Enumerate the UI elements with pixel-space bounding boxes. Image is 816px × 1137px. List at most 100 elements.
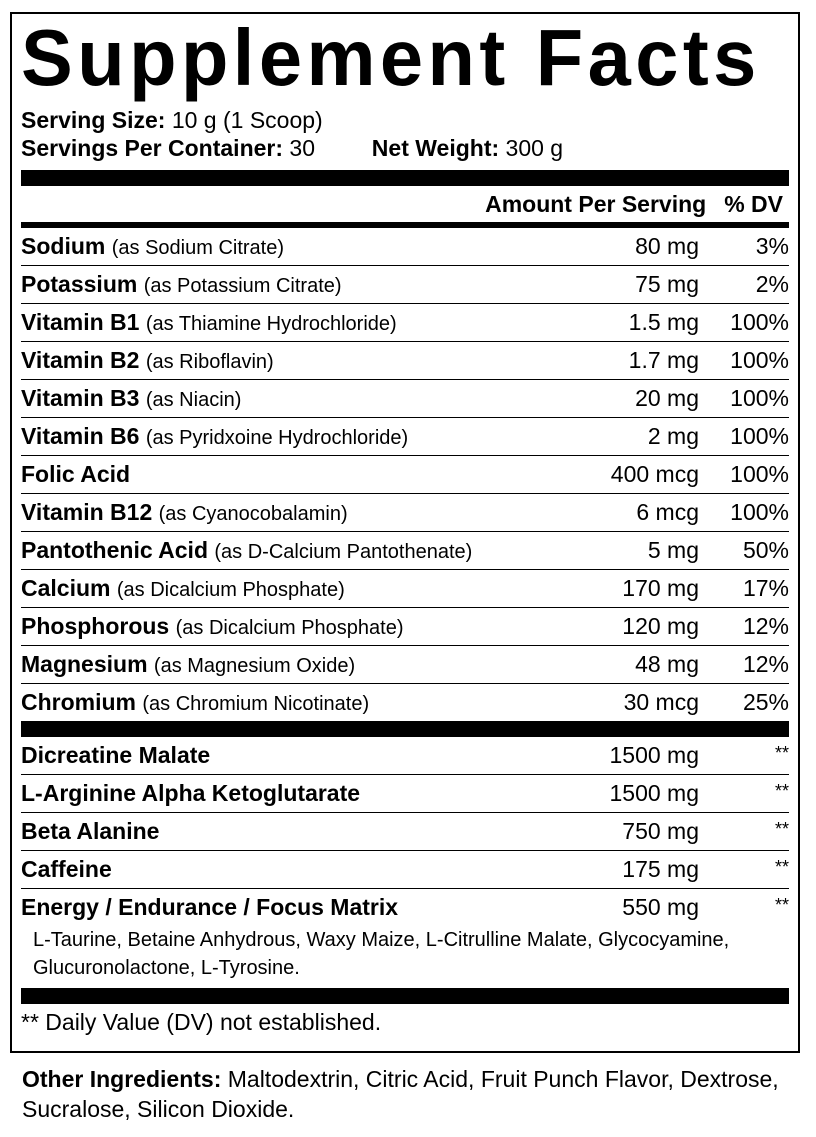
serving-size-value: 10 g (1 Scoop) — [171, 107, 323, 133]
nutrient-row: Vitamin B2 (as Riboflavin) 1.7 mg 100% — [21, 342, 789, 380]
nutrient-amount: 1.5 mg — [628, 309, 699, 335]
divider-thick — [21, 170, 789, 186]
net-weight-label: Net Weight: — [371, 135, 500, 161]
nutrient-amount: 1.7 mg — [628, 347, 699, 373]
other-ingredients-label: Other Ingredients: — [22, 1066, 222, 1092]
active-list: Dicreatine Malate 1500 mg ** L-Arginine Alp… — [21, 737, 789, 926]
active-dv: ** — [774, 895, 789, 915]
active-dv: ** — [774, 781, 789, 801]
nutrient-row: Vitamin B6 (as Pyridxoine Hydrochloride)… — [21, 418, 789, 456]
nutrient-name: Phosphorous (as Dicalcium Phosphate) — [21, 613, 499, 640]
active-label: L-Arginine Alpha Ketoglutarate — [21, 780, 361, 806]
active-amount: 175 mg — [622, 856, 699, 882]
nutrient-dv: 100% — [730, 461, 789, 487]
servings-per-container-label: Servings Per Container: — [21, 135, 284, 161]
nutrient-row: Calcium (as Dicalcium Phosphate) 170 mg 17… — [21, 570, 789, 608]
nutrient-label: Chromium — [21, 689, 136, 715]
nutrient-source: (as Magnesium Oxide) — [153, 655, 356, 677]
active-dv: ** — [774, 857, 789, 877]
servings-line: Servings Per Container: 30 Net Weight: 3… — [21, 134, 789, 162]
nutrient-dv: 12% — [742, 651, 789, 677]
nutrient-list: Sodium (as Sodium Citrate) 80 mg 3% Potassi… — [21, 228, 789, 721]
nutrient-label: Potassium — [21, 271, 138, 297]
active-name: L-Arginine Alpha Ketoglutarate — [21, 780, 499, 807]
nutrient-row: Potassium (as Potassium Citrate) 75 mg 2% — [21, 266, 789, 304]
serving-size: Serving Size: 10 g (1 Scoop) — [21, 106, 789, 134]
nutrient-label: Folic Acid — [21, 461, 131, 487]
active-row: Beta Alanine 750 mg ** — [21, 813, 789, 851]
net-weight-value: 300 g — [505, 135, 564, 161]
nutrient-name: Folic Acid — [21, 461, 499, 488]
nutrient-amount: 30 mcg — [623, 689, 699, 715]
nutrient-source: (as Dicalcium Phosphate) — [175, 617, 404, 639]
nutrient-row: Chromium (as Chromium Nicotinate) 30 mcg 2… — [21, 684, 789, 721]
nutrient-source: (as Dicalcium Phosphate) — [116, 579, 345, 601]
nutrient-source: (as Sodium Citrate) — [111, 237, 285, 259]
active-row: Caffeine 175 mg ** — [21, 851, 789, 889]
nutrient-label: Vitamin B2 — [21, 347, 140, 373]
nutrient-row: Sodium (as Sodium Citrate) 80 mg 3% — [21, 228, 789, 266]
nutrient-label: Calcium — [21, 575, 111, 601]
nutrient-amount: 120 mg — [622, 613, 699, 639]
active-amount: 1500 mg — [609, 742, 699, 768]
active-amount: 1500 mg — [609, 780, 699, 806]
nutrient-name: Magnesium (as Magnesium Oxide) — [21, 651, 499, 678]
active-dv: ** — [774, 743, 789, 763]
nutrient-row: Magnesium (as Magnesium Oxide) 48 mg 12% — [21, 646, 789, 684]
nutrient-amount: 170 mg — [622, 575, 699, 601]
other-ingredients-value: Maltodextrin, Citric Acid, Fruit Punch F… — [22, 1066, 779, 1122]
nutrient-dv: 100% — [730, 385, 789, 411]
nutrient-dv: 50% — [742, 537, 789, 563]
nutrient-amount: 5 mg — [647, 537, 699, 563]
nutrient-name: Pantothenic Acid (as D-Calcium Pantothen… — [21, 537, 499, 564]
servings-per-container-value: 30 — [289, 135, 316, 161]
nutrient-amount: 20 mg — [635, 385, 699, 411]
nutrient-dv: 25% — [742, 689, 789, 715]
divider-thick — [21, 988, 789, 1004]
dv-header: % DV — [724, 190, 783, 217]
active-label: Energy / Endurance / Focus Matrix — [21, 894, 399, 920]
nutrient-row: Vitamin B3 (as Niacin) 20 mg 100% — [21, 380, 789, 418]
nutrient-label: Phosphorous — [21, 613, 170, 639]
divider-medium — [21, 222, 789, 228]
active-label: Dicreatine Malate — [21, 742, 211, 768]
nutrient-label: Pantothenic Acid — [21, 537, 208, 563]
active-label: Beta Alanine — [21, 818, 160, 844]
nutrient-label: Vitamin B3 — [21, 385, 140, 411]
nutrient-label: Sodium — [21, 233, 106, 259]
nutrient-amount: 80 mg — [635, 233, 699, 259]
nutrient-row: Folic Acid 400 mcg 100% — [21, 456, 789, 494]
nutrient-amount: 48 mg — [635, 651, 699, 677]
divider-thick — [21, 721, 789, 737]
nutrient-name: Potassium (as Potassium Citrate) — [21, 271, 499, 298]
nutrient-source: (as Thiamine Hydrochloride) — [145, 313, 397, 335]
nutrient-dv: 100% — [730, 423, 789, 449]
nutrient-amount: 400 mcg — [610, 461, 699, 487]
nutrient-dv: 100% — [730, 309, 789, 335]
nutrient-row: Pantothenic Acid (as D-Calcium Pantothen… — [21, 532, 789, 570]
nutrient-row: Vitamin B12 (as Cyanocobalamin) 6 mcg 100% — [21, 494, 789, 532]
nutrient-name: Calcium (as Dicalcium Phosphate) — [21, 575, 499, 602]
nutrient-row: Vitamin B1 (as Thiamine Hydrochloride) 1.… — [21, 304, 789, 342]
nutrient-label: Vitamin B6 — [21, 423, 140, 449]
active-row: Energy / Endurance / Focus Matrix 550 mg *… — [21, 889, 789, 926]
nutrient-dv: 2% — [755, 271, 789, 297]
nutrient-source: (as Niacin) — [145, 389, 242, 411]
active-amount: 550 mg — [622, 894, 699, 920]
nutrient-amount: 6 mcg — [636, 499, 699, 525]
nutrient-dv: 100% — [730, 499, 789, 525]
nutrient-name: Vitamin B2 (as Riboflavin) — [21, 347, 499, 374]
panel-title: Supplement Facts — [21, 13, 761, 102]
nutrient-source: (as Riboflavin) — [145, 351, 274, 373]
other-ingredients: Other Ingredients: Maltodextrin, Citric … — [22, 1064, 782, 1124]
nutrient-dv: 17% — [742, 575, 789, 601]
nutrient-name: Chromium (as Chromium Nicotinate) — [21, 689, 499, 716]
nutrient-name: Vitamin B6 (as Pyridxoine Hydrochloride) — [21, 423, 499, 450]
active-dv: ** — [774, 819, 789, 839]
active-label: Caffeine — [21, 856, 112, 882]
nutrient-name: Vitamin B1 (as Thiamine Hydrochloride) — [21, 309, 499, 336]
nutrient-source: (as Cyanocobalamin) — [158, 503, 348, 525]
nutrient-name: Sodium (as Sodium Citrate) — [21, 233, 499, 260]
active-name: Dicreatine Malate — [21, 742, 499, 769]
serving-size-label: Serving Size: — [21, 107, 166, 133]
